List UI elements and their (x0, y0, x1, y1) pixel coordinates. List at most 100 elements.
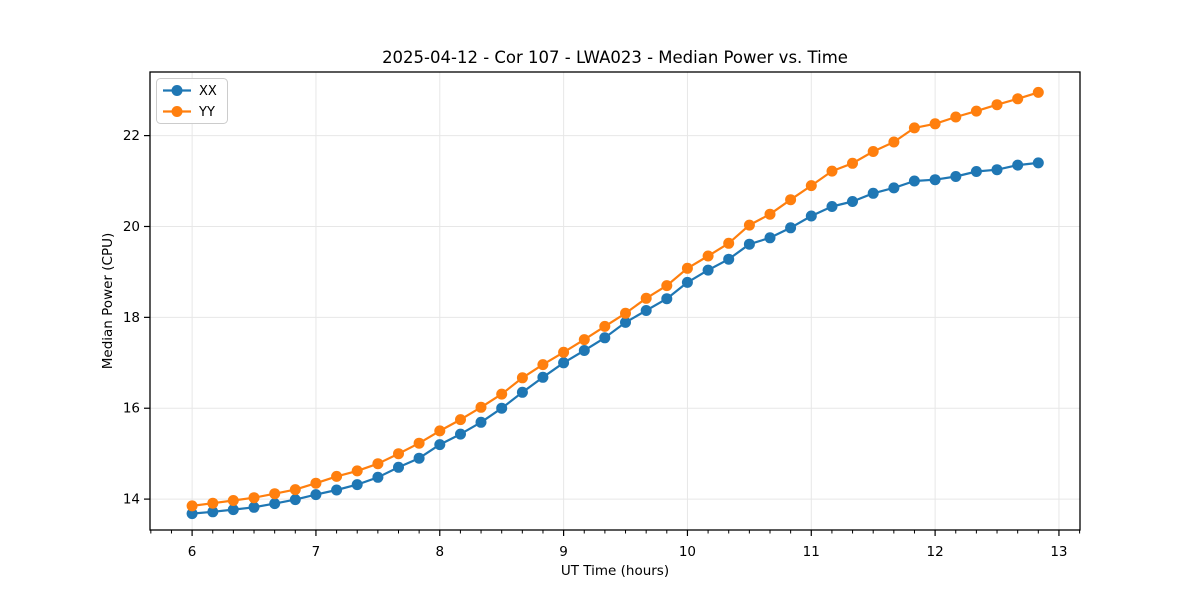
data-point-marker (681, 262, 693, 274)
series-line (191, 161, 1040, 515)
chart-title: 2025-04-12 - Cor 107 - LWA023 - Median P… (382, 48, 848, 67)
x-axis-label: UT Time (hours) (561, 563, 669, 579)
data-point-marker (764, 208, 776, 220)
data-point-marker (393, 448, 404, 460)
data-point-marker (310, 489, 322, 501)
data-point-marker (227, 495, 239, 506)
data-point-marker (867, 187, 879, 199)
data-point-marker (1012, 159, 1024, 171)
data-point-marker (537, 359, 549, 371)
data-point-marker (331, 484, 343, 496)
data-point-marker (475, 416, 487, 428)
legend-xx-marker (171, 85, 183, 96)
data-point-marker (661, 280, 673, 292)
data-point-marker (578, 345, 590, 356)
data-point-marker (537, 371, 549, 383)
data-point-marker (702, 264, 714, 276)
x-tick-label: 9 (559, 544, 568, 560)
data-point-marker (599, 332, 611, 344)
data-point-marker (826, 165, 838, 177)
data-point-marker (207, 497, 219, 509)
data-point-marker (393, 461, 404, 473)
data-point-marker (847, 157, 858, 169)
data-point-marker (413, 437, 425, 449)
data-point-marker (496, 388, 508, 400)
data-point-marker (991, 164, 1003, 176)
data-point-marker (950, 171, 962, 182)
data-point-marker (743, 238, 755, 250)
data-point-marker (1012, 93, 1024, 105)
data-point-marker (805, 210, 817, 222)
data-point-marker (516, 372, 528, 384)
data-point-marker (950, 111, 962, 123)
data-point-marker (599, 320, 611, 332)
x-axis: 6 7 8 9 10 11 12 13 (150, 530, 1081, 560)
grid-lines (150, 72, 1080, 530)
data-point-marker (558, 346, 570, 358)
data-point-marker (640, 305, 652, 316)
x-tick-label: 12 (927, 544, 944, 560)
y-axis: 14 16 18 20 22 (123, 128, 150, 508)
series-yy (186, 86, 1044, 512)
data-point-marker (743, 219, 755, 231)
y-tick-label: 16 (123, 401, 140, 417)
data-point-marker (434, 425, 446, 437)
x-tick-label: 10 (679, 544, 696, 560)
data-point-marker (269, 498, 281, 510)
data-point-marker (929, 174, 941, 186)
data-point-marker (558, 357, 570, 369)
data-point-marker (620, 316, 631, 328)
data-point-marker (764, 232, 776, 244)
data-point-marker (620, 307, 631, 319)
legend-yy-label: YY (198, 105, 215, 120)
data-point-marker (475, 401, 487, 413)
legend-box (156, 78, 228, 124)
data-point-marker (578, 334, 590, 346)
data-point-marker (702, 250, 714, 262)
data-point-marker (186, 508, 198, 520)
data-point-marker (351, 465, 363, 477)
data-point-marker (640, 292, 652, 304)
data-point-marker (207, 506, 219, 518)
data-point-marker (1032, 157, 1044, 169)
data-point-marker (785, 194, 797, 206)
legend-xx-label: XX (199, 84, 217, 99)
data-point-marker (888, 182, 900, 194)
x-tick-label: 13 (1050, 544, 1067, 560)
data-point-marker (289, 494, 301, 506)
y-tick-label: 20 (123, 219, 140, 235)
data-point-marker (826, 201, 838, 212)
data-point-marker (331, 470, 343, 482)
data-point-marker (1032, 86, 1044, 98)
y-axis-label: Median Power (CPU) (100, 233, 116, 369)
data-point-marker (227, 504, 239, 516)
data-point-marker (970, 105, 982, 117)
data-point-marker (248, 492, 260, 504)
data-point-marker (661, 293, 673, 305)
data-point-marker (908, 122, 920, 134)
data-point-marker (991, 99, 1003, 111)
data-point-marker (516, 386, 528, 398)
data-point-marker (413, 452, 425, 464)
x-tick-label: 6 (188, 544, 197, 560)
data-point-marker (248, 501, 260, 513)
data-point-marker (186, 500, 198, 512)
data-point-marker (351, 479, 363, 491)
legend-yy-marker (171, 106, 183, 117)
data-point-marker (867, 146, 879, 157)
series-xx (186, 157, 1044, 520)
y-tick-label: 18 (123, 310, 140, 326)
data-point-marker (496, 402, 508, 414)
data-point-marker (970, 166, 982, 177)
data-point-marker (785, 222, 797, 234)
data-point-marker (929, 118, 941, 130)
data-point-marker (847, 196, 858, 207)
data-point-marker (681, 276, 693, 288)
x-tick-label: 7 (312, 544, 321, 560)
legend: XX YY (156, 78, 228, 124)
data-point-marker (455, 428, 466, 440)
series-line (191, 91, 1040, 507)
data-point-marker (805, 180, 817, 192)
